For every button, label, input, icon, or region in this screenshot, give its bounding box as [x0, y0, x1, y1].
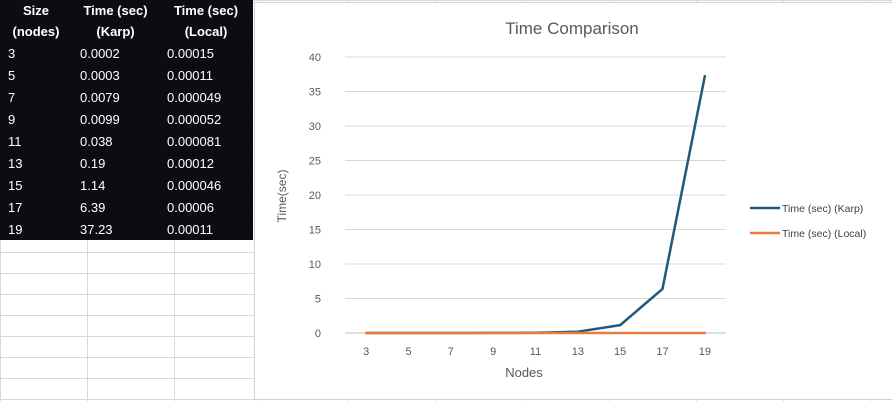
- cell-size[interactable]: 5: [0, 64, 72, 86]
- x-tick-label: 3: [363, 346, 369, 358]
- cell-size[interactable]: 11: [0, 130, 72, 152]
- cell-time-local[interactable]: 0.00006: [159, 196, 253, 218]
- cell-time-local[interactable]: 0.00011: [159, 218, 253, 240]
- header-time-karp[interactable]: Time (sec): [72, 0, 159, 21]
- data-point: [661, 288, 663, 290]
- cell-time-karp[interactable]: 0.19: [72, 152, 159, 174]
- y-tick-label: 20: [309, 190, 321, 202]
- x-tick-label: 17: [656, 346, 668, 358]
- cell-time-karp[interactable]: 1.14: [72, 174, 159, 196]
- data-point: [704, 332, 706, 334]
- cell-size[interactable]: 13: [0, 152, 72, 174]
- cell-size[interactable]: 15: [0, 174, 72, 196]
- header-karp-unit[interactable]: (Karp): [72, 21, 159, 42]
- x-tick-label: 19: [699, 346, 711, 358]
- header-row-1: Size Time (sec) Time (sec): [0, 0, 253, 21]
- chart-title: Time Comparison: [505, 19, 639, 38]
- cell-time-karp[interactable]: 0.0079: [72, 86, 159, 108]
- data-table: Size Time (sec) Time (sec) (nodes) (Karp…: [0, 0, 253, 240]
- header-time-local[interactable]: Time (sec): [159, 0, 253, 21]
- x-tick-label: 7: [448, 346, 454, 358]
- series-line-karp: [366, 76, 705, 333]
- cell-size[interactable]: 9: [0, 108, 72, 130]
- x-tick-label: 9: [490, 346, 496, 358]
- cell-size[interactable]: 17: [0, 196, 72, 218]
- cell-time-karp[interactable]: 0.0099: [72, 108, 159, 130]
- y-tick-label: 0: [315, 328, 321, 340]
- x-tick-label: 11: [530, 346, 541, 358]
- data-point: [534, 332, 536, 334]
- y-tick-label: 30: [309, 121, 321, 133]
- y-tick-label: 5: [315, 294, 321, 306]
- header-size-unit[interactable]: (nodes): [0, 21, 72, 42]
- cell-time-karp[interactable]: 6.39: [72, 196, 159, 218]
- cell-size[interactable]: 7: [0, 86, 72, 108]
- data-point: [704, 75, 706, 77]
- legend-label: Time (sec) (Karp): [782, 203, 863, 215]
- x-tick-label: 5: [405, 346, 411, 358]
- data-point: [619, 324, 621, 326]
- x-tick-label: 15: [614, 346, 626, 358]
- y-tick-label: 15: [309, 225, 321, 237]
- data-point: [619, 332, 621, 334]
- data-point: [407, 332, 409, 334]
- data-point: [365, 332, 367, 334]
- header-size[interactable]: Size: [0, 0, 72, 21]
- cell-time-local[interactable]: 0.000081: [159, 130, 253, 152]
- cell-time-local[interactable]: 0.00012: [159, 152, 253, 174]
- cell-time-local[interactable]: 0.000052: [159, 108, 253, 130]
- x-axis-label: Nodes: [505, 365, 543, 380]
- x-tick-label: 13: [572, 346, 584, 358]
- cell-size[interactable]: 19: [0, 218, 72, 240]
- data-point: [577, 332, 579, 334]
- header-row-2: (nodes) (Karp) (Local): [0, 21, 253, 42]
- legend-label: Time (sec) (Local): [782, 228, 866, 240]
- cell-time-local[interactable]: 0.000046: [159, 174, 253, 196]
- y-tick-label: 10: [309, 259, 321, 271]
- cell-time-karp[interactable]: 0.038: [72, 130, 159, 152]
- cell-time-karp[interactable]: 37.23: [72, 218, 159, 240]
- cell-time-local[interactable]: 0.00011: [159, 64, 253, 86]
- y-axis-label: Time(sec): [275, 170, 289, 223]
- y-tick-label: 25: [309, 156, 321, 168]
- cell-time-local[interactable]: 0.00015: [159, 42, 253, 64]
- y-tick-label: 35: [309, 87, 321, 99]
- cell-time-local[interactable]: 0.000049: [159, 86, 253, 108]
- cell-time-karp[interactable]: 0.0003: [72, 64, 159, 86]
- y-tick-label: 40: [309, 52, 321, 64]
- cell-size[interactable]: 3: [0, 42, 72, 64]
- header-local-unit[interactable]: (Local): [159, 21, 253, 42]
- cell-time-karp[interactable]: 0.0002: [72, 42, 159, 64]
- data-point: [661, 332, 663, 334]
- data-point: [450, 332, 452, 334]
- data-point: [492, 332, 494, 334]
